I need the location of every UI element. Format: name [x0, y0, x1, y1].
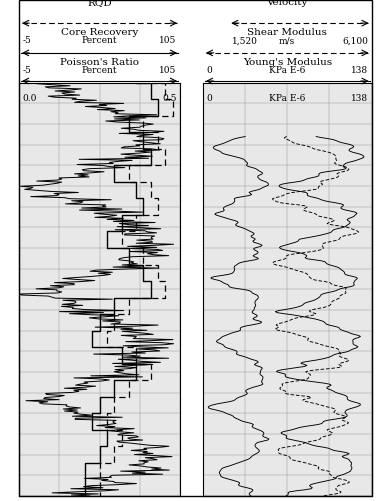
Text: 0.5: 0.5 — [162, 94, 177, 103]
Text: 138: 138 — [351, 94, 368, 103]
Text: 105: 105 — [159, 66, 177, 75]
Text: -5: -5 — [22, 37, 31, 46]
Text: Velocity: Velocity — [267, 0, 308, 7]
Text: KPa E-6: KPa E-6 — [269, 94, 305, 103]
Text: RQD: RQD — [87, 0, 112, 7]
Text: Shear Modulus: Shear Modulus — [247, 28, 327, 37]
Text: Percent: Percent — [82, 66, 118, 75]
Text: m/s: m/s — [279, 37, 295, 46]
Text: Percent: Percent — [82, 37, 118, 46]
Text: Core Recovery: Core Recovery — [61, 28, 138, 37]
Text: -5: -5 — [22, 66, 31, 75]
Text: Young's Modulus: Young's Modulus — [243, 58, 332, 67]
Text: 1,520: 1,520 — [232, 37, 257, 46]
Text: 138: 138 — [351, 66, 368, 75]
Text: 105: 105 — [159, 37, 177, 46]
Text: 6,100: 6,100 — [342, 37, 368, 46]
Text: 0.0: 0.0 — [22, 94, 37, 103]
Text: 0: 0 — [206, 66, 212, 75]
Text: Poisson's Ratio: Poisson's Ratio — [60, 58, 139, 67]
Text: KPa E-6: KPa E-6 — [269, 66, 305, 75]
Text: 0: 0 — [206, 94, 212, 103]
